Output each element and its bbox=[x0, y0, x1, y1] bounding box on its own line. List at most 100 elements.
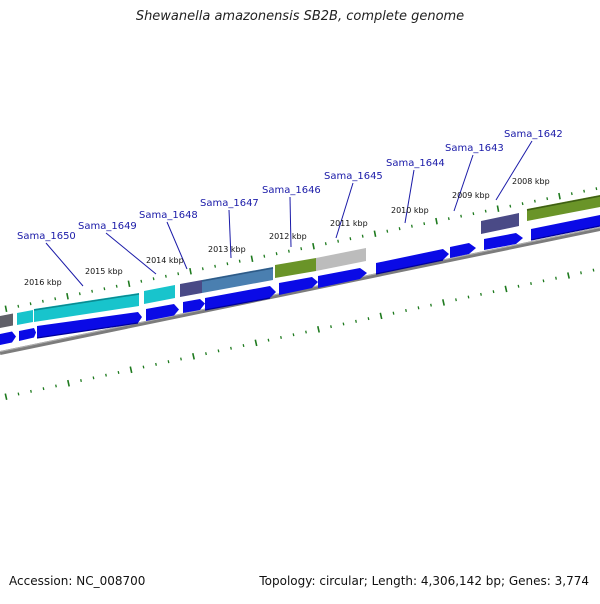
inner-tick bbox=[405, 308, 407, 313]
outer-tick bbox=[373, 230, 377, 237]
outer-tick bbox=[4, 305, 8, 313]
gene-label[interactable]: Sama_1647 bbox=[200, 198, 259, 209]
gene-leader-line bbox=[105, 232, 157, 275]
inner-tick bbox=[355, 319, 357, 323]
outer-tick bbox=[386, 229, 389, 233]
inner-tick bbox=[55, 384, 57, 388]
outer-tick bbox=[41, 299, 44, 303]
inner-tick bbox=[442, 299, 445, 306]
outer-tick bbox=[312, 242, 315, 250]
gene-label[interactable]: Sama_1643 bbox=[445, 143, 504, 154]
cds-arrow[interactable] bbox=[205, 286, 276, 310]
outer-tick bbox=[484, 209, 487, 213]
outer-tick bbox=[127, 280, 131, 288]
gene-label[interactable]: Sama_1644 bbox=[386, 158, 445, 169]
outer-tick bbox=[238, 259, 241, 263]
gene-label[interactable]: Sama_1648 bbox=[139, 210, 198, 221]
inner-tick bbox=[392, 311, 395, 315]
cds-arrow[interactable] bbox=[146, 304, 179, 321]
outer-tick bbox=[472, 212, 475, 216]
inner-tick bbox=[430, 303, 432, 307]
tick-label: 2013 kbp bbox=[208, 245, 246, 254]
outer-tick bbox=[214, 264, 217, 268]
feature-block[interactable] bbox=[144, 285, 175, 304]
genome-summary-text: Topology: circular; Length: 4,306,142 bp… bbox=[259, 574, 589, 588]
feature-block-edge bbox=[201, 267, 274, 282]
outer-tick bbox=[509, 204, 512, 208]
cds-shadow bbox=[375, 259, 444, 275]
gene-leader-line bbox=[166, 221, 188, 270]
feature-block[interactable] bbox=[202, 267, 273, 293]
cds-arrow[interactable] bbox=[0, 331, 16, 346]
cds-arrow[interactable] bbox=[183, 299, 205, 313]
outer-tick bbox=[398, 227, 401, 231]
outer-tick bbox=[546, 197, 549, 201]
tick-label: 2015 kbp bbox=[85, 267, 123, 276]
inner-tick bbox=[330, 325, 332, 329]
feature-block[interactable] bbox=[275, 258, 316, 278]
gene-leader-line bbox=[495, 140, 533, 201]
cds-arrow[interactable] bbox=[318, 268, 367, 288]
inner-tick bbox=[129, 366, 133, 374]
inner-tick bbox=[67, 379, 70, 387]
gene-label[interactable]: Sama_1642 bbox=[504, 129, 563, 140]
cds-arrow[interactable] bbox=[484, 233, 523, 250]
gene-label[interactable]: Sama_1649 bbox=[78, 221, 137, 232]
inner-tick bbox=[167, 360, 170, 364]
feature-block[interactable] bbox=[180, 280, 202, 297]
feature-block[interactable] bbox=[0, 313, 13, 329]
inner-tick bbox=[92, 376, 95, 380]
inner-tick bbox=[317, 326, 320, 333]
cds-arrow[interactable] bbox=[531, 215, 600, 240]
cds-arrow[interactable] bbox=[37, 312, 142, 338]
tick-label: 2008 kbp bbox=[512, 177, 550, 186]
outer-tick bbox=[533, 199, 536, 203]
outer-tick bbox=[103, 287, 106, 291]
gene-label-leaders bbox=[45, 140, 533, 287]
outer-tick bbox=[91, 289, 94, 293]
feature-block[interactable] bbox=[34, 293, 139, 322]
feature-track bbox=[0, 195, 600, 328]
inner-tick bbox=[205, 352, 207, 356]
inner-tick bbox=[254, 339, 258, 347]
gene-label[interactable]: Sama_1645 bbox=[324, 171, 383, 182]
feature-block[interactable] bbox=[527, 195, 600, 221]
cds-arrow[interactable] bbox=[19, 328, 36, 341]
gene-label[interactable]: Sama_1650 bbox=[17, 231, 76, 242]
feature-block[interactable] bbox=[17, 310, 33, 325]
outer-tick bbox=[226, 262, 229, 266]
outer-tick bbox=[496, 205, 500, 212]
inner-tick bbox=[530, 282, 532, 286]
feature-block[interactable] bbox=[316, 248, 366, 271]
inner-tick bbox=[267, 338, 270, 342]
inner-tick bbox=[180, 357, 182, 361]
outer-tick bbox=[361, 234, 364, 238]
outer-tick bbox=[337, 239, 340, 243]
inner-tick bbox=[367, 317, 370, 321]
gene-label[interactable]: Sama_1646 bbox=[262, 185, 321, 196]
inner-tick bbox=[292, 333, 295, 337]
cds-arrow[interactable] bbox=[376, 249, 449, 274]
inner-tick bbox=[492, 290, 495, 294]
outer-tick bbox=[17, 304, 20, 308]
cds-arrow[interactable] bbox=[279, 277, 318, 295]
backbone-line bbox=[0, 227, 600, 355]
outer-tick bbox=[189, 267, 192, 275]
cds-arrow[interactable] bbox=[450, 243, 476, 258]
feature-block-edge bbox=[33, 293, 140, 311]
accession-text: Accession: NC_008700 bbox=[9, 574, 146, 588]
outer-tick bbox=[201, 267, 204, 271]
inner-tick bbox=[280, 335, 282, 339]
tick-label: 2009 kbp bbox=[452, 191, 490, 200]
inner-tick bbox=[217, 349, 220, 353]
inner-tick bbox=[417, 306, 420, 310]
gene-leader-line bbox=[453, 154, 474, 212]
outer-tick bbox=[583, 189, 586, 193]
inner-tick bbox=[30, 389, 32, 393]
feature-block[interactable] bbox=[481, 213, 519, 234]
inner-tick bbox=[455, 298, 457, 302]
outer-tick bbox=[410, 224, 413, 228]
outer-tick bbox=[558, 192, 561, 200]
outer-tick bbox=[263, 254, 266, 258]
